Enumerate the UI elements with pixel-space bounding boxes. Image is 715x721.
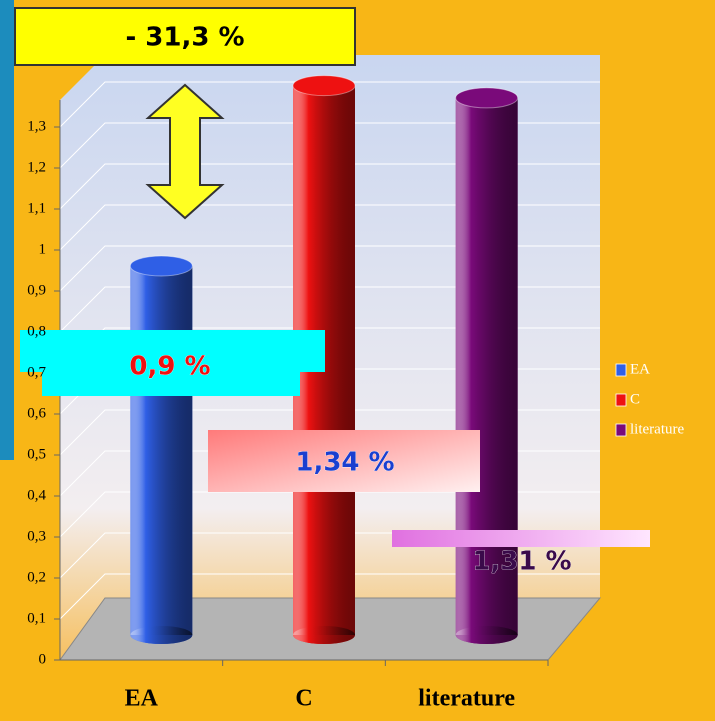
grid-line [59, 286, 600, 333]
legend-label: EA [630, 361, 650, 377]
x-tick-label: EA [125, 686, 159, 712]
x-tick-label: literature [418, 686, 515, 712]
legend-label: C [630, 391, 640, 407]
value-label: 1,31 % [472, 547, 571, 577]
label-box [42, 360, 300, 396]
y-tick-label: 0,8 [27, 323, 46, 339]
cylinder-cap [455, 87, 519, 109]
y-tick-label: 0,6 [27, 405, 46, 421]
cylinder-bottom-shade [455, 626, 518, 644]
cylinder-bottom-shade [130, 626, 193, 644]
value-label: 1,34 % [295, 448, 394, 478]
y-tick-label: 1,2 [27, 159, 46, 175]
legend-swatch [615, 363, 627, 377]
y-tick-label: 0,2 [27, 569, 46, 585]
annotation-box [14, 7, 356, 66]
value-label: 0,9 % [129, 352, 210, 382]
legend-swatch [615, 393, 627, 407]
y-tick-label: 0,5 [27, 446, 46, 462]
grid-line [59, 204, 600, 251]
y-tick-label: 0,3 [27, 528, 46, 544]
label-box [392, 530, 650, 547]
legend-swatch [615, 423, 627, 437]
grid-line [59, 81, 600, 128]
grid-line [59, 409, 600, 456]
side-strip [0, 0, 14, 460]
cylinder-cap [292, 75, 356, 97]
y-tick-label: 0,7 [27, 364, 46, 380]
y-tick-label: 0,9 [27, 282, 46, 298]
y-tick-label: 1,3 [27, 118, 46, 134]
grid-line [59, 163, 600, 210]
double-arrow [145, 83, 225, 220]
legend-label: literature [630, 421, 684, 437]
x-tick-label: C [295, 686, 312, 712]
cylinder-cap [129, 255, 193, 277]
annotation: - 31,3 % [125, 23, 244, 53]
cylinder-bottom-shade [293, 626, 355, 644]
label-box [208, 430, 480, 492]
grid-line [59, 245, 600, 292]
bar-shade [130, 266, 193, 635]
grid-line [59, 122, 600, 169]
y-tick-label: 0,4 [27, 487, 46, 503]
y-tick-label: 1,1 [27, 200, 46, 216]
y-tick-label: 1 [39, 241, 47, 257]
grid-line [59, 573, 600, 620]
y-tick-label: 0,1 [27, 610, 46, 626]
y-tick-label: 0 [39, 651, 47, 667]
